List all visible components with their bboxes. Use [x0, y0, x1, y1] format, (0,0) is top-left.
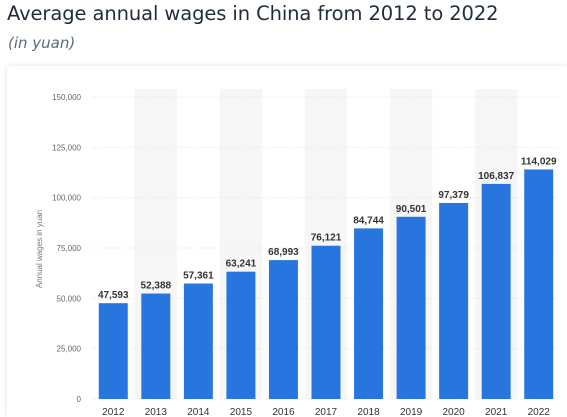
bar[interactable]: [141, 293, 171, 399]
chart-title: Average annual wages in China from 2012 …: [7, 2, 499, 25]
x-tick-label: 2012: [102, 407, 125, 417]
bar[interactable]: [524, 169, 554, 399]
y-tick-label: 150,000: [52, 93, 81, 102]
y-tick-label: 25,000: [57, 345, 82, 354]
data-label: 106,837: [478, 171, 515, 182]
x-tick-label: 2019: [400, 407, 423, 417]
data-label: 63,241: [226, 259, 257, 270]
x-tick-labels: 2012 2013 2014 2015 2016 2017 2018 2019 2020 2021…: [102, 407, 550, 417]
bar[interactable]: [396, 216, 426, 399]
x-tick-label: 2021: [485, 407, 508, 417]
bar[interactable]: [354, 228, 384, 399]
data-label: 97,379: [438, 190, 469, 201]
x-tick-label: 2015: [230, 407, 253, 417]
bar[interactable]: [183, 283, 213, 399]
data-label: 57,361: [183, 271, 214, 282]
bar[interactable]: [98, 303, 128, 399]
bars: [98, 169, 554, 399]
bar[interactable]: [226, 271, 256, 399]
bar[interactable]: [268, 260, 298, 399]
data-label: 47,593: [98, 290, 129, 301]
x-tick-label: 2013: [145, 407, 168, 417]
bar[interactable]: [481, 183, 511, 399]
y-axis-label: Annual wages in yuan: [35, 210, 44, 288]
y-tick-label: 0: [77, 395, 82, 404]
y-tick-label: 75,000: [57, 244, 82, 253]
data-label: 68,993: [268, 247, 299, 258]
bar[interactable]: [311, 245, 341, 399]
y-tick-labels: 0 25,000 50,000 75,000 100,000 125,000 150,000: [52, 93, 81, 404]
data-label: 84,744: [353, 215, 384, 226]
data-label: 76,121: [311, 233, 342, 244]
y-tick-label: 100,000: [52, 194, 81, 203]
y-tick-label: 125,000: [52, 143, 81, 152]
data-labels: 47,593 52,388 57,361 63,241 68,993 76,121 84,7…: [98, 156, 557, 301]
chart-subtitle: (in yuan): [8, 34, 76, 52]
x-tick-label: 2018: [357, 407, 380, 417]
data-label: 90,501: [396, 204, 427, 215]
x-tick-label: 2016: [272, 407, 295, 417]
data-label: 52,388: [141, 281, 172, 292]
x-tick-label: 2014: [187, 407, 210, 417]
x-tick-label: 2020: [443, 407, 466, 417]
x-tick-label: 2017: [315, 407, 338, 417]
data-label: 114,029: [521, 156, 557, 167]
x-tick-label: 2022: [528, 407, 551, 417]
bar[interactable]: [439, 202, 469, 399]
y-tick-label: 50,000: [57, 294, 82, 303]
